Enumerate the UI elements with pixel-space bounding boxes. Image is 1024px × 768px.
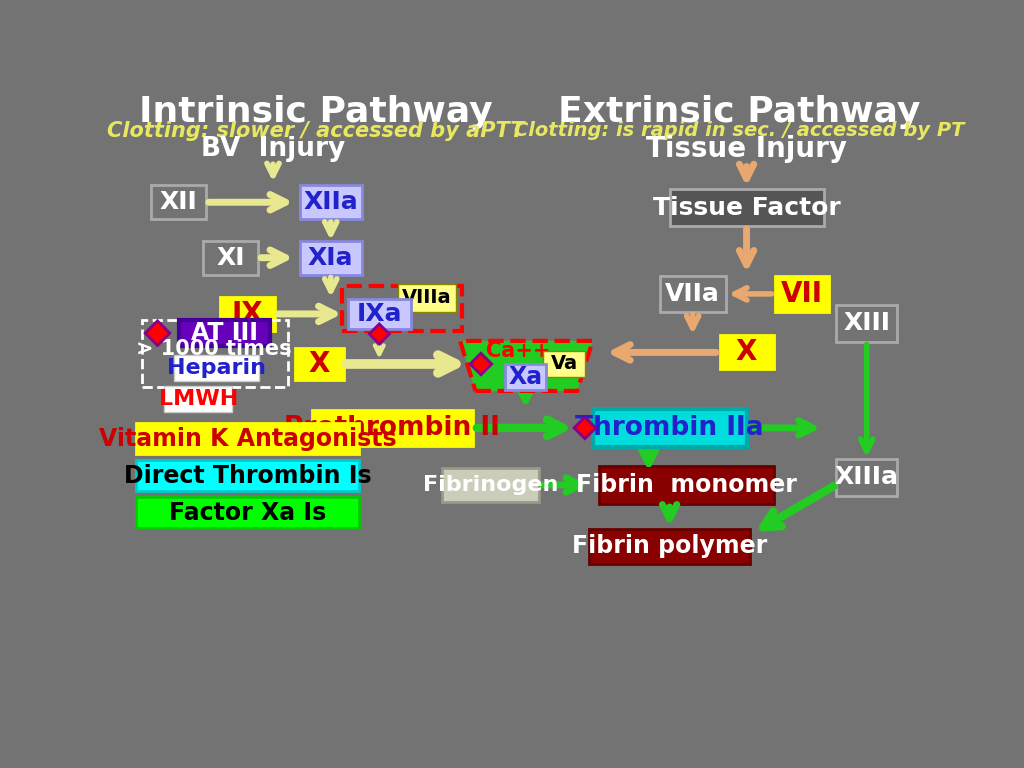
FancyBboxPatch shape bbox=[311, 410, 473, 445]
Text: XIa: XIa bbox=[308, 246, 353, 270]
FancyBboxPatch shape bbox=[599, 465, 774, 504]
FancyBboxPatch shape bbox=[670, 189, 823, 226]
Text: Fibrinogen: Fibrinogen bbox=[423, 475, 559, 495]
Text: Fibrin polymer: Fibrin polymer bbox=[572, 535, 767, 558]
Text: VIIa: VIIa bbox=[666, 282, 720, 306]
Polygon shape bbox=[470, 353, 492, 375]
Text: Vitamin K Antagonists: Vitamin K Antagonists bbox=[98, 427, 396, 451]
FancyBboxPatch shape bbox=[544, 351, 585, 377]
Text: Intrinsic Pathway: Intrinsic Pathway bbox=[138, 95, 493, 129]
FancyBboxPatch shape bbox=[720, 336, 773, 369]
FancyBboxPatch shape bbox=[775, 276, 829, 312]
Text: Direct Thrombin Is: Direct Thrombin Is bbox=[124, 464, 372, 488]
FancyBboxPatch shape bbox=[136, 423, 359, 454]
Polygon shape bbox=[574, 417, 596, 439]
Text: Clotting: is rapid in sec. / accessed by PT: Clotting: is rapid in sec. / accessed by… bbox=[514, 121, 964, 140]
Text: Thrombin IIa: Thrombin IIa bbox=[575, 415, 764, 441]
FancyBboxPatch shape bbox=[836, 305, 897, 342]
Text: XIII: XIII bbox=[843, 311, 890, 335]
Text: XIIIa: XIIIa bbox=[835, 465, 899, 489]
Text: LMWH: LMWH bbox=[159, 389, 238, 409]
Text: AT III: AT III bbox=[191, 321, 258, 345]
Text: Heparin: Heparin bbox=[167, 358, 266, 378]
Polygon shape bbox=[460, 341, 593, 391]
FancyBboxPatch shape bbox=[300, 241, 361, 275]
FancyBboxPatch shape bbox=[593, 409, 746, 447]
Text: VII: VII bbox=[781, 280, 823, 308]
Text: BV  Injury: BV Injury bbox=[201, 136, 345, 162]
FancyBboxPatch shape bbox=[505, 364, 547, 390]
Text: VIIIa: VIIIa bbox=[402, 288, 452, 307]
FancyBboxPatch shape bbox=[836, 458, 897, 495]
FancyBboxPatch shape bbox=[179, 320, 270, 346]
Text: XIIa: XIIa bbox=[303, 190, 358, 214]
FancyBboxPatch shape bbox=[136, 460, 359, 491]
Polygon shape bbox=[145, 321, 170, 346]
Polygon shape bbox=[370, 324, 389, 344]
FancyBboxPatch shape bbox=[174, 355, 259, 381]
FancyBboxPatch shape bbox=[203, 241, 258, 275]
FancyBboxPatch shape bbox=[136, 497, 359, 528]
FancyBboxPatch shape bbox=[220, 297, 275, 331]
FancyBboxPatch shape bbox=[398, 284, 456, 312]
Text: Tissue Injury: Tissue Injury bbox=[646, 135, 847, 163]
FancyBboxPatch shape bbox=[589, 528, 751, 564]
Text: Tissue Factor: Tissue Factor bbox=[652, 196, 841, 220]
FancyBboxPatch shape bbox=[348, 299, 411, 329]
Text: X: X bbox=[308, 350, 330, 378]
Text: Fibrin  monomer: Fibrin monomer bbox=[577, 473, 797, 497]
FancyBboxPatch shape bbox=[442, 468, 540, 502]
FancyBboxPatch shape bbox=[300, 185, 361, 219]
Text: Extrinsic Pathway: Extrinsic Pathway bbox=[558, 95, 920, 129]
Text: Factor Xa Is: Factor Xa Is bbox=[169, 501, 327, 525]
FancyBboxPatch shape bbox=[151, 185, 206, 219]
Text: XII: XII bbox=[160, 190, 198, 214]
Text: XI: XI bbox=[216, 246, 245, 270]
FancyBboxPatch shape bbox=[165, 386, 232, 412]
Text: IX: IX bbox=[231, 300, 263, 328]
Text: > 1000 times: > 1000 times bbox=[136, 339, 292, 359]
Text: X: X bbox=[736, 339, 757, 366]
Text: Clotting: slower / accessed by aPTT: Clotting: slower / accessed by aPTT bbox=[106, 121, 524, 141]
Text: Prothrombin II: Prothrombin II bbox=[285, 415, 501, 441]
FancyBboxPatch shape bbox=[295, 348, 344, 380]
Text: Va: Va bbox=[551, 355, 578, 373]
FancyBboxPatch shape bbox=[659, 276, 726, 312]
Text: IXa: IXa bbox=[356, 302, 402, 326]
Text: Ca++: Ca++ bbox=[485, 341, 550, 361]
Text: Xa: Xa bbox=[509, 365, 543, 389]
